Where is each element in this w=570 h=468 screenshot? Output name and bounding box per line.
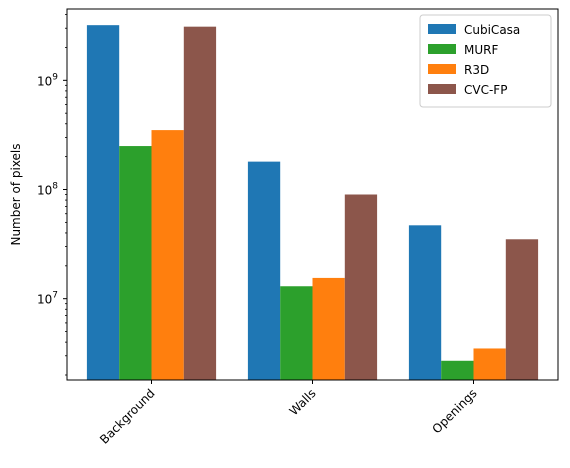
bar-cubicasa-background (86, 25, 120, 380)
legend-label-murf: MURF (464, 43, 498, 57)
bar-cvc-fp-openings (505, 239, 539, 380)
bar-murf-walls (280, 286, 313, 380)
x-tick-label-walls: Walls (287, 386, 319, 418)
bars-group (86, 25, 539, 380)
y-axis-label: Number of pixels (9, 143, 23, 245)
legend-label-cvc-fp: CVC-FP (464, 83, 507, 97)
bar-cubicasa-openings (408, 225, 442, 380)
y-tick-label: 107 (37, 291, 58, 307)
legend-swatch-murf (428, 44, 456, 54)
bar-cubicasa-walls (247, 161, 281, 380)
x-axis: Background Walls Openings (97, 380, 480, 447)
y-tick-label: 109 (37, 72, 58, 88)
legend-swatch-cubicasa (428, 24, 456, 34)
legend-label-cubicasa: CubiCasa (464, 23, 520, 37)
legend-swatch-cvc-fp (428, 84, 456, 94)
legend-swatch-r3d (428, 64, 456, 74)
y-tick-label: 108 (37, 182, 58, 198)
bar-r3d-openings (473, 348, 506, 380)
bar-r3d-walls (312, 277, 345, 380)
bar-r3d-background (151, 130, 184, 380)
x-tick-label-background: Background (97, 386, 158, 447)
legend: CubiCasa MURF R3D CVC-FP (419, 14, 552, 108)
x-tick-label-openings: Openings (430, 386, 480, 436)
legend-label-r3d: R3D (464, 63, 489, 77)
y-axis: 107 108 109 (37, 14, 67, 376)
bar-murf-openings (441, 360, 474, 380)
bar-cvc-fp-background (183, 26, 217, 380)
bar-cvc-fp-walls (344, 194, 378, 380)
bar-murf-background (119, 146, 152, 380)
